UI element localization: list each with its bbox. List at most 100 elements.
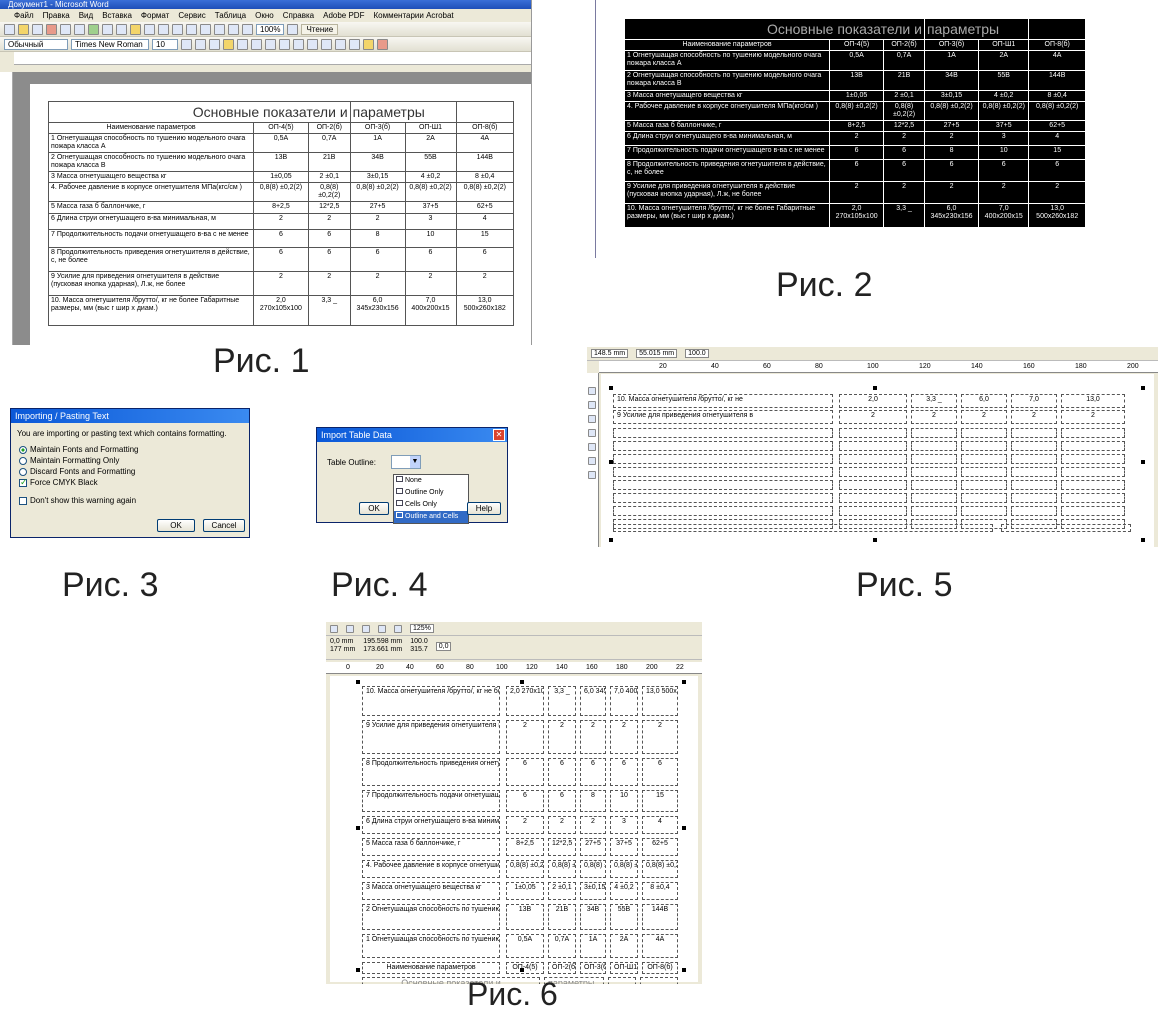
selection-handle[interactable] <box>873 538 877 542</box>
tool-icon[interactable] <box>394 624 402 633</box>
ok-button[interactable]: OK <box>157 519 195 532</box>
table-cell[interactable]: 4А <box>642 934 678 958</box>
empty-cell[interactable] <box>961 454 1007 464</box>
radio-icon[interactable] <box>19 467 27 476</box>
table-cell[interactable]: 4 ±0,2 <box>610 882 638 900</box>
table-cell[interactable]: 5 Масса газа б баллончике, г <box>362 838 500 856</box>
table-cell[interactable]: 3 <box>610 816 638 834</box>
empty-cell[interactable] <box>1061 480 1125 490</box>
table-cell[interactable]: 0,8(8) ±0,2(2) <box>580 860 606 878</box>
option-outline-and-cells[interactable]: Outline and Cells <box>394 511 468 523</box>
table-cell[interactable]: 8 ±0,4 <box>642 882 678 900</box>
table-cell[interactable]: 6,0 <box>961 394 1007 408</box>
empty-cell[interactable] <box>961 441 1007 451</box>
close-icon[interactable]: ✕ <box>493 429 505 441</box>
radio-icon[interactable] <box>19 445 27 454</box>
table-cell[interactable]: 6 <box>610 758 638 786</box>
option-discard-fonts[interactable]: Discard Fonts and Formatting <box>19 466 243 477</box>
table-cell[interactable]: ОП-3(б) <box>580 962 606 974</box>
pdf-icon[interactable] <box>46 23 57 35</box>
horizontal-ruler[interactable] <box>14 52 531 65</box>
print-icon[interactable] <box>60 23 71 35</box>
selection-handle[interactable] <box>520 680 524 684</box>
table-cell[interactable]: 6 <box>548 758 576 786</box>
tool-icon[interactable] <box>330 624 338 633</box>
redo-icon[interactable] <box>158 23 169 35</box>
table-cell[interactable]: 2 <box>642 720 678 754</box>
table-cell[interactable]: 3,3 _ <box>548 686 576 716</box>
pen-tool-icon[interactable] <box>588 429 596 437</box>
menu-item[interactable]: Комментарии Acrobat <box>373 11 454 20</box>
menu-item[interactable]: Окно <box>255 11 274 20</box>
radio-icon[interactable] <box>19 456 27 465</box>
menu-item[interactable]: Формат <box>140 11 170 20</box>
zoom-tool-icon[interactable] <box>588 415 596 423</box>
hyperlink-icon[interactable] <box>172 23 183 35</box>
table-cell[interactable]: 4. Рабочее давление в корпусе огнетушите… <box>362 860 500 878</box>
table-cell[interactable]: 2,0 270х105х100 <box>506 686 544 716</box>
align-right-icon[interactable] <box>251 38 262 50</box>
selection-handle[interactable] <box>609 538 613 542</box>
selection-handle[interactable] <box>609 460 613 464</box>
empty-cell[interactable] <box>961 493 1007 503</box>
table-cell[interactable]: 2 <box>911 410 957 424</box>
drawing-icon[interactable] <box>228 23 239 35</box>
table-cell[interactable]: 0,8(8) ±0,2(2) <box>642 860 678 878</box>
table-cell[interactable]: 7,0 <box>1011 394 1057 408</box>
empty-cell[interactable] <box>613 480 833 490</box>
table-cell[interactable]: 12*2,5 <box>548 838 576 856</box>
empty-cell[interactable] <box>839 480 907 490</box>
table-cell[interactable]: 6 Длина струи огнетушащего в-ва минималь… <box>362 816 500 834</box>
tool-icon[interactable] <box>362 624 370 633</box>
excel-icon[interactable] <box>200 23 211 35</box>
option-cells-only[interactable]: Cells Only <box>394 499 468 511</box>
table-cell[interactable]: 13,0 500х260х182 <box>642 686 678 716</box>
width-field[interactable]: 148.5 mm <box>591 349 629 358</box>
height-field[interactable]: 55.015 mm <box>636 349 678 358</box>
table-cell[interactable]: 10. Масса огнетушителя /брутто/, кг не <box>613 394 833 408</box>
table-cell[interactable]: 3±0,15 <box>580 882 606 900</box>
underline-icon[interactable] <box>209 38 220 50</box>
table-cell[interactable]: Наименование параметров <box>362 962 500 974</box>
empty-cell[interactable] <box>839 441 907 451</box>
checkbox-icon[interactable] <box>19 477 28 488</box>
table-cell[interactable]: 1±0,05 <box>506 882 544 900</box>
empty-cell[interactable] <box>640 977 678 984</box>
table-cell[interactable]: ОП-2(б) <box>548 962 576 974</box>
horizontal-ruler[interactable]: 20 40 60 80 100 120 140 160 180 200 <box>599 361 1158 373</box>
empty-cell[interactable] <box>911 480 957 490</box>
table-cell[interactable]: ОП-4(5) <box>506 962 544 974</box>
scale-h-field[interactable]: 315.7 <box>410 646 428 653</box>
canvas[interactable]: 10. Масса огнетушителя /брутто/, кг не 2,… <box>601 374 1154 547</box>
canvas[interactable]: 10. Масса огнетушителя /брутто/, кг не б… <box>330 676 698 984</box>
selection-handle[interactable] <box>1141 460 1145 464</box>
menu-item[interactable]: Файл <box>14 11 34 20</box>
table-cell[interactable]: 1А <box>580 934 606 958</box>
indent-icon[interactable] <box>335 38 346 50</box>
table-cell[interactable]: 62+5 <box>642 838 678 856</box>
menu-item[interactable]: Вид <box>78 11 94 20</box>
empty-cell[interactable] <box>1011 467 1057 477</box>
bold-icon[interactable] <box>181 38 192 50</box>
table-cell[interactable]: 6,0 345х230х156 <box>580 686 606 716</box>
text-tool-icon[interactable] <box>588 457 596 465</box>
paste-icon[interactable] <box>130 23 141 35</box>
table-cell[interactable]: 1 Огнетушащая способность по тушению мод… <box>362 934 500 958</box>
empty-cell[interactable] <box>839 454 907 464</box>
table-cell[interactable]: 13,0 <box>1061 394 1125 408</box>
empty-cell[interactable] <box>613 506 833 516</box>
table-cell[interactable]: 2 <box>961 410 1007 424</box>
scale-w-field[interactable]: 100.0 <box>410 638 428 645</box>
empty-cell[interactable] <box>911 454 957 464</box>
empty-cell[interactable] <box>613 493 833 503</box>
table-cell[interactable]: 3,3 _ <box>911 394 957 408</box>
fill-tool-icon[interactable] <box>588 471 596 479</box>
dont-show-checkbox[interactable]: Don't show this warning again <box>19 495 243 506</box>
align-left-icon[interactable] <box>223 38 234 50</box>
option-none[interactable]: None <box>394 475 468 487</box>
empty-cell[interactable] <box>1061 454 1125 464</box>
table-cell[interactable]: 2 <box>548 720 576 754</box>
copy-icon[interactable] <box>116 23 127 35</box>
horizontal-ruler[interactable]: 0 20 40 60 80 100 120 140 160 180 200 22 <box>326 662 702 674</box>
table-cell[interactable]: ОП-Ш1 <box>610 962 638 974</box>
